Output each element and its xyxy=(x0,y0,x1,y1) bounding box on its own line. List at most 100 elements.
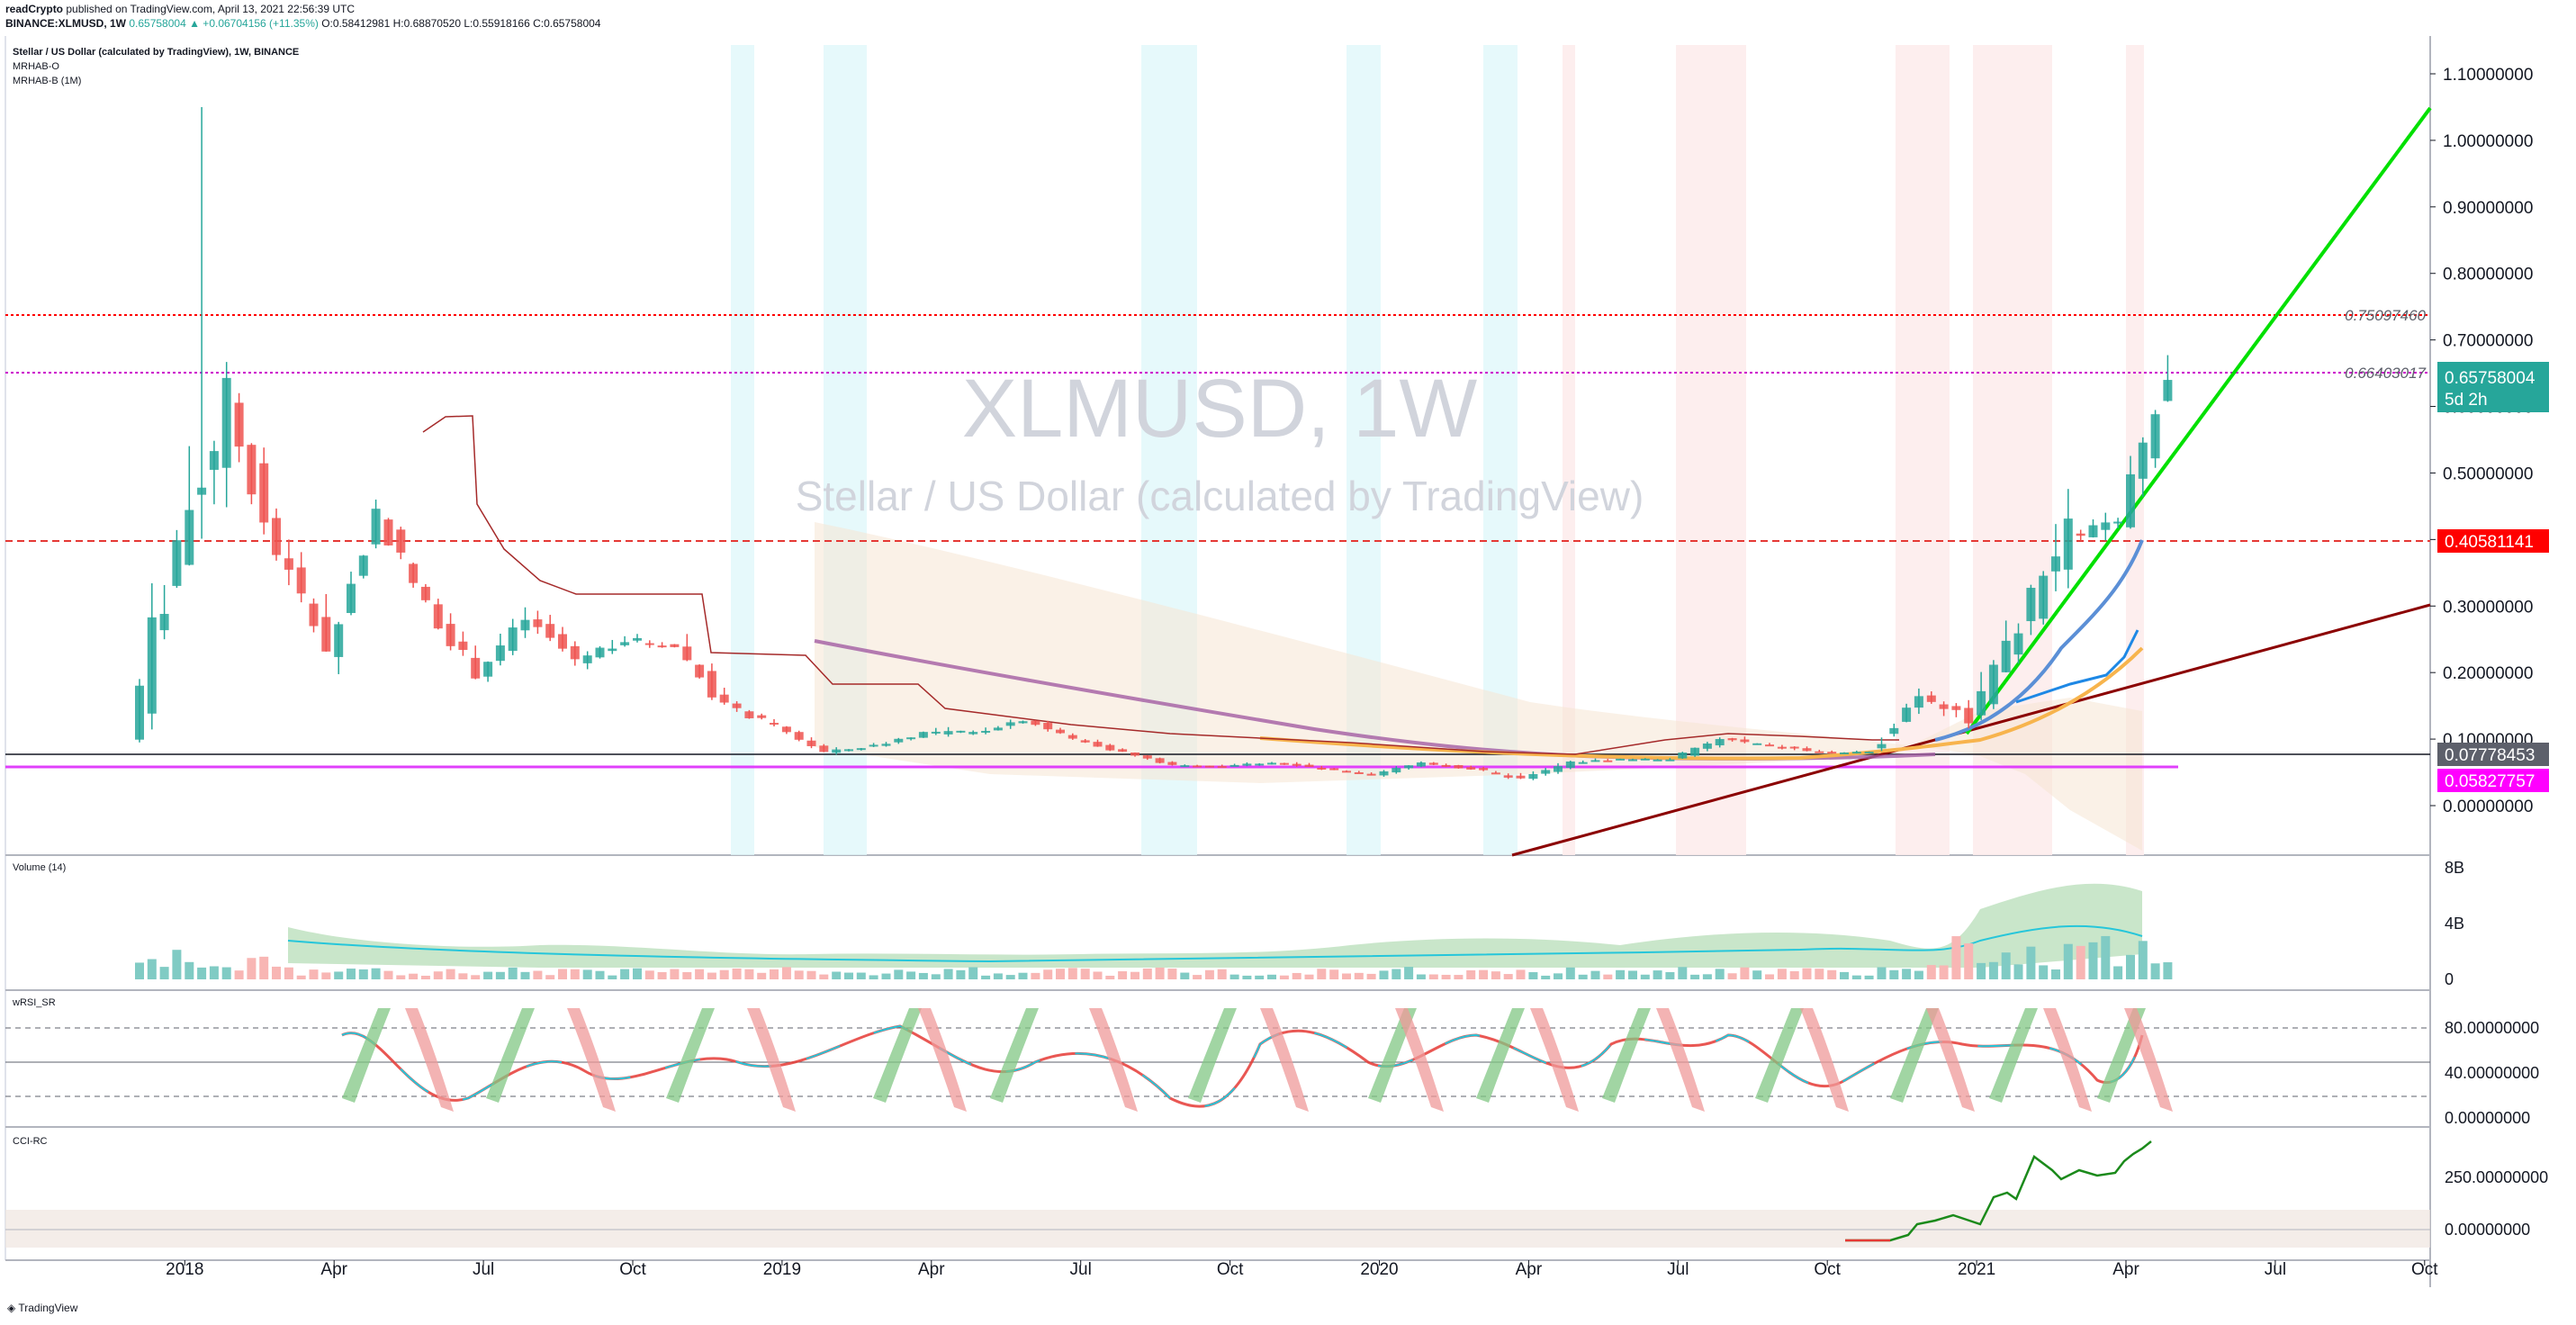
publisher-name[interactable]: readCrypto xyxy=(5,3,64,15)
x-tick-label: Apr xyxy=(1516,1260,1543,1279)
volume-bar xyxy=(1889,969,1899,979)
wrsi-waves xyxy=(342,1008,2173,1112)
y-tick-label: 0.20000000 xyxy=(2443,664,2533,683)
candle-body xyxy=(1292,763,1302,766)
volume-bar xyxy=(633,968,642,979)
volume-bar xyxy=(1951,936,1961,979)
volume-bar xyxy=(956,969,966,979)
volume-bar xyxy=(832,971,842,979)
volume-bar xyxy=(1926,965,1936,979)
time-axis[interactable]: 2018 Apr Jul Oct 2019 Apr Jul Oct 2020 Apr Jul Oct 2… xyxy=(166,1260,2438,1279)
countdown-label: 5d 2h xyxy=(2445,391,2488,410)
candle-body xyxy=(2150,414,2160,459)
x-tick-label: 2018 xyxy=(166,1260,203,1279)
wrsi-down-wave xyxy=(405,1008,454,1112)
x-tick-label: 2019 xyxy=(763,1260,801,1279)
x-tick-label: Jul xyxy=(1667,1260,1689,1279)
volume-bar xyxy=(781,967,791,979)
price-axis[interactable]: 1.10000000 1.00000000 0.90000000 0.80000000… xyxy=(2430,66,2533,816)
volume-bar xyxy=(1939,965,1949,979)
wrsi-axis-40: 40.00000000 xyxy=(2445,1064,2539,1082)
volume-bar xyxy=(1392,969,1401,979)
volume-bar xyxy=(433,971,443,979)
candle-body xyxy=(869,744,878,747)
volume-bar xyxy=(993,973,1003,979)
candle-body xyxy=(1603,760,1613,762)
candle-body xyxy=(2088,525,2098,537)
symbol-name[interactable]: BINANCE:XLMUSD, 1W xyxy=(5,17,126,30)
volume-bar xyxy=(1105,975,1115,979)
volume-bar xyxy=(1329,969,1339,979)
volume-bar xyxy=(1304,974,1314,979)
volume-bar xyxy=(869,975,878,979)
candle-body xyxy=(1653,759,1662,762)
candle-body xyxy=(1640,758,1650,761)
candle-body xyxy=(657,645,667,648)
candle-body xyxy=(1155,758,1165,763)
vol-axis-4b: 4B xyxy=(2445,915,2464,933)
volume-bar xyxy=(1404,967,1414,979)
candle-body xyxy=(1715,739,1725,746)
candle-body xyxy=(284,558,293,570)
volume-bar xyxy=(1765,974,1774,979)
ohlc-values: O:0.58412981 H:0.68870520 L:0.55918166 C… xyxy=(321,17,601,30)
volume-bar xyxy=(483,971,493,979)
volume-bar xyxy=(608,975,617,979)
pane-borders xyxy=(5,36,2431,1287)
candle-body xyxy=(2063,518,2073,570)
cci-pane-title[interactable]: CCI-RC xyxy=(13,1136,48,1147)
volume-bar xyxy=(471,975,481,979)
low-price-label: 0.05827757 xyxy=(2445,772,2535,791)
indicator-mrhab-o[interactable]: MRHAB-O xyxy=(13,61,59,72)
volume-bar xyxy=(147,959,157,979)
candle-body xyxy=(1678,753,1688,759)
volume-bar xyxy=(347,969,356,979)
volume-bar xyxy=(2113,966,2123,979)
candle-body xyxy=(1428,762,1438,765)
candle-body xyxy=(383,519,393,545)
candle-body xyxy=(1279,762,1289,765)
candle-body xyxy=(1827,752,1837,754)
volume-bar xyxy=(2039,965,2049,979)
candle-body xyxy=(981,730,991,733)
candle-body xyxy=(1752,743,1762,745)
volume-bar xyxy=(334,971,344,979)
x-tick-label: 2020 xyxy=(1360,1260,1398,1279)
wrsi-up-wave xyxy=(1755,1008,1804,1103)
candle-body xyxy=(172,540,182,586)
vol-axis-0: 0 xyxy=(2445,970,2454,988)
wrsi-down-wave xyxy=(2124,1008,2173,1112)
candle-body xyxy=(1889,727,1899,735)
candle-body xyxy=(906,737,916,740)
volume-bar xyxy=(1441,974,1451,979)
volume-bar xyxy=(582,969,592,979)
volume-bar xyxy=(1977,962,1986,979)
volume-bar xyxy=(844,972,853,979)
tradingview-logo[interactable]: ◈ TradingView xyxy=(7,1302,78,1314)
candle-body xyxy=(2138,442,2148,479)
volume-bar xyxy=(396,975,406,979)
candle-body xyxy=(185,509,194,565)
candle-body xyxy=(1479,768,1489,771)
candle-body xyxy=(147,617,157,714)
fib-label-upper: 0.75097460 xyxy=(2345,307,2426,324)
candle-body xyxy=(1242,763,1252,766)
volume-bar xyxy=(1752,970,1762,979)
volume-bar xyxy=(1093,971,1103,979)
candle-body xyxy=(1118,749,1128,753)
volume-bar xyxy=(670,969,680,979)
volume-bar xyxy=(159,967,169,979)
indicator-mrhab-b[interactable]: MRHAB-B (1M) xyxy=(13,76,82,86)
volume-pane-title[interactable]: Volume (14) xyxy=(13,862,67,873)
candle-body xyxy=(1080,740,1090,743)
candle-body xyxy=(1167,762,1177,765)
wrsi-pane-title[interactable]: wRSI_SR xyxy=(13,997,56,1008)
volume-bar xyxy=(1840,971,1849,979)
candle-body xyxy=(770,723,779,726)
candle-body xyxy=(508,627,518,652)
volume-bar xyxy=(284,967,293,979)
candle-body xyxy=(533,619,543,627)
volume-bar xyxy=(1454,975,1464,979)
volume-bar xyxy=(358,969,368,979)
